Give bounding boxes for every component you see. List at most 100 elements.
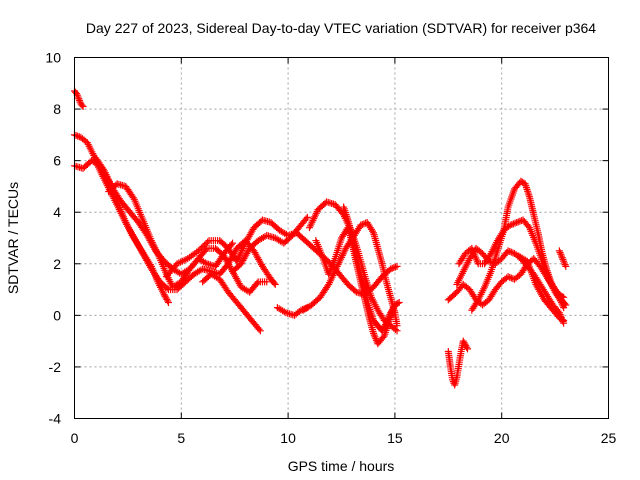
data-point-marker (504, 247, 512, 255)
data-point-marker (514, 218, 522, 226)
data-point-marker (75, 95, 83, 103)
data-point-marker (460, 339, 468, 347)
data-point-marker (463, 343, 471, 351)
data-point-marker (562, 301, 570, 309)
data-point-marker (464, 345, 472, 353)
data-point-marker (549, 281, 557, 289)
y-tick-label: -2 (49, 359, 62, 375)
data-point-marker (372, 335, 380, 343)
data-point-marker (163, 295, 171, 303)
data-point-marker (560, 317, 568, 325)
data-point-marker (391, 263, 399, 271)
data-point-marker (387, 307, 395, 315)
series-arc-9 (273, 304, 311, 319)
data-point-marker (357, 221, 365, 229)
series-arc-1 (71, 87, 87, 110)
data-point-marker (383, 317, 391, 325)
data-point-marker (391, 326, 399, 334)
data-point-marker (370, 331, 378, 339)
data-point-marker (387, 309, 395, 317)
data-point-marker (75, 96, 83, 104)
data-point-marker (385, 312, 393, 320)
data-point-marker (387, 265, 395, 273)
series-arc-5 (105, 180, 237, 291)
data-point-marker (513, 219, 521, 227)
series-arc-7 (199, 270, 264, 335)
data-point-marker (552, 287, 560, 295)
data-point-marker (382, 319, 390, 327)
x-axis-label: GPS time / hours (288, 458, 395, 474)
data-point-marker (508, 220, 516, 228)
series-arc-8 (229, 213, 311, 276)
data-point-marker (562, 262, 570, 270)
data-point-marker (271, 280, 279, 288)
data-point-marker (486, 251, 494, 259)
data-point-marker (507, 248, 515, 256)
data-point-marker (72, 132, 80, 140)
data-point-marker (164, 297, 172, 305)
x-tick-label: 15 (387, 430, 403, 446)
data-point-marker (381, 322, 389, 330)
data-point-marker (557, 250, 565, 258)
y-tick-label: 2 (53, 256, 61, 272)
data-point-marker (227, 241, 235, 249)
data-point-marker (201, 259, 209, 267)
data-point-marker (462, 342, 470, 350)
data-point-marker (459, 337, 467, 345)
y-axis-label: SDTVAR / TECUs (5, 182, 21, 294)
data-point-marker (558, 254, 566, 262)
series-arc-4 (92, 154, 271, 296)
data-point-marker (280, 308, 288, 316)
x-tick-label: 5 (177, 430, 185, 446)
data-point-marker (390, 264, 398, 272)
y-tick-label: 6 (53, 153, 61, 169)
data-point-marker (558, 252, 566, 260)
data-point-marker (162, 294, 170, 302)
data-point-marker (506, 273, 514, 281)
data-point-marker (370, 329, 378, 337)
data-point-marker (200, 241, 208, 249)
y-tick-labels: -4 -2 0 2 4 6 8 10 (45, 50, 61, 427)
data-point-marker (559, 255, 567, 263)
data-point-marker (393, 327, 401, 335)
series-arc-19 (515, 252, 568, 325)
x-tick-label: 20 (494, 430, 510, 446)
data-point-marker (229, 239, 237, 247)
series-arc-20 (555, 247, 570, 270)
data-point-marker (196, 245, 204, 253)
y-tick-label: 0 (53, 307, 61, 323)
data-point-marker (270, 279, 278, 287)
data-point-marker (379, 325, 387, 333)
data-point-marker (74, 93, 82, 101)
data-point-marker (524, 187, 532, 195)
series-arc-14 (444, 337, 472, 389)
data-point-marker (160, 291, 168, 299)
data-point-marker (550, 284, 558, 292)
data-point-marker (504, 273, 512, 281)
data-point-marker (388, 264, 396, 272)
data-point-marker (386, 310, 394, 318)
data-point-marker (164, 298, 172, 306)
data-point-marker (506, 248, 514, 256)
y-tick-label: 4 (53, 204, 61, 220)
data-point-marker (255, 325, 263, 333)
data-point-marker (74, 132, 82, 140)
data-point-marker (561, 261, 569, 269)
data-point-marker (204, 238, 212, 246)
data-point-marker (371, 333, 379, 341)
data-point-marker (509, 220, 517, 228)
data-point-marker (382, 321, 390, 329)
data-point-marker (358, 220, 366, 228)
data-point-marker (560, 259, 568, 267)
data-point-marker (561, 300, 569, 308)
data-point-marker (473, 298, 481, 306)
series-arc-11 (305, 198, 401, 335)
data-point-marker (263, 278, 271, 286)
data-point-marker (384, 316, 392, 324)
data-point-marker (524, 189, 532, 197)
data-point-marker (302, 215, 310, 223)
data-point-marker (555, 247, 563, 255)
data-point-marker (549, 282, 557, 290)
data-point-marker (384, 314, 392, 322)
